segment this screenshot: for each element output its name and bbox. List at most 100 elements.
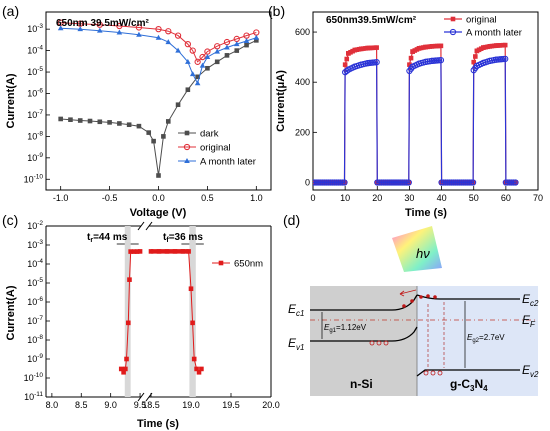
x-tick-label: 0 — [310, 193, 315, 203]
axis-break-mark — [137, 221, 145, 231]
data-point — [194, 58, 201, 65]
y-tick-label: 10-10 — [24, 372, 44, 383]
hv-label: hν — [416, 246, 430, 261]
x-tick-label: 30 — [404, 193, 414, 203]
panel-label-b: (b) — [268, 3, 285, 19]
data-point — [214, 48, 220, 54]
data-point — [391, 179, 399, 186]
y-tick-label: 10-3 — [27, 239, 43, 250]
chart-a-ylabel: Current(A) — [5, 73, 17, 128]
x-tick-label: 19.0 — [182, 400, 200, 410]
x-tick-label: 19.5 — [222, 400, 240, 410]
y-tick-label: 10-2 — [27, 220, 43, 231]
data-point — [131, 249, 137, 254]
data-point — [189, 47, 196, 54]
hole — [423, 370, 429, 376]
chart-b-xlabel: Time (s) — [405, 207, 447, 219]
x-tick-label: 18.5 — [142, 400, 160, 410]
data-point — [136, 123, 142, 129]
data-point — [191, 356, 197, 362]
x-tick-label: 1.0 — [250, 193, 263, 203]
data-point — [374, 179, 381, 186]
x-tick-label: 10 — [340, 193, 350, 203]
data-point — [454, 179, 461, 186]
chart-c-legend: 650nm — [212, 259, 263, 270]
gcn-region — [417, 286, 538, 396]
y-tick-label: 10-9 — [27, 353, 43, 364]
data-point — [151, 138, 156, 144]
ev2-band — [416, 369, 520, 377]
data-point — [121, 369, 126, 375]
electron — [402, 304, 406, 308]
data-point — [146, 130, 152, 135]
data-point — [380, 179, 387, 186]
chart-a-legend: dark original A month later — [178, 129, 256, 168]
chart-b: 0 10 20 30 40 50 60 70 0 200 400 600 650nm39.5mW/cm… — [275, 11, 543, 219]
data-point — [244, 42, 249, 48]
series-line-a-month-later — [313, 58, 516, 184]
data-point — [126, 320, 131, 326]
x-tick-label: 9.5 — [134, 400, 147, 410]
data-point — [378, 179, 385, 186]
x-tick-label: -0.5 — [102, 193, 118, 203]
data-point — [408, 55, 414, 61]
chart-b-ylabel: Current(μA) — [275, 70, 287, 132]
data-point — [456, 179, 463, 186]
electron — [410, 299, 414, 303]
data-point — [333, 179, 340, 186]
data-point — [385, 179, 393, 186]
chart-a-ticks: -1.0 -0.5 0.0 0.5 1.0 10-10 10-9 10-8 10-7 10-6 10… — [24, 23, 263, 203]
x-tick-label: 0.0 — [152, 193, 165, 203]
data-point — [342, 62, 348, 67]
data-point — [407, 62, 412, 67]
y-tick-label: 10-6 — [27, 296, 43, 307]
data-point — [405, 179, 412, 186]
data-point — [155, 26, 162, 33]
data-point — [224, 53, 230, 58]
data-point — [126, 122, 132, 128]
hole — [376, 340, 382, 346]
data-point — [502, 55, 509, 63]
data-point — [117, 121, 122, 126]
data-point — [68, 117, 73, 122]
data-point — [127, 277, 132, 282]
electron — [426, 294, 430, 298]
y-tick-label: 10-5 — [27, 277, 43, 288]
y-tick-label: 10-11 — [24, 391, 43, 402]
data-point — [174, 32, 182, 39]
data-point — [446, 179, 453, 186]
gcn-label: g-C3N4 — [450, 377, 488, 393]
data-point — [508, 179, 515, 186]
x-tick-label: 20 — [372, 193, 382, 203]
y-tick-label: 600 — [295, 27, 310, 37]
data-point — [450, 179, 457, 186]
data-point — [319, 179, 326, 186]
data-point — [437, 56, 445, 64]
legend-marker — [449, 28, 457, 36]
data-point — [134, 249, 140, 254]
data-point — [199, 53, 206, 61]
light-prism — [392, 226, 442, 272]
y-tick-label: 10-3 — [27, 23, 43, 34]
data-point — [323, 179, 330, 186]
legend-marker — [218, 260, 224, 266]
data-point — [243, 38, 250, 44]
electron-transfer-arrowhead — [399, 290, 405, 297]
nsi-label: n-Si — [350, 377, 373, 391]
chart-c-annot-tr: tr=44 ms — [87, 232, 128, 244]
data-point — [87, 118, 93, 124]
data-point — [214, 59, 220, 65]
electron — [419, 295, 423, 299]
chart-a-title: 650nm 39.5mW/cm² — [56, 18, 149, 29]
x-tick-label: 40 — [437, 193, 447, 203]
ec2-label: Ec2 — [522, 292, 539, 308]
data-point — [335, 179, 342, 186]
data-point — [315, 179, 323, 186]
data-point — [502, 42, 508, 48]
data-point — [395, 179, 403, 186]
chart-c-ticks: 8.0 8.5 9.0 9.518.5 19.0 19.5 20.0 10-11 10-10 10… — [24, 220, 280, 410]
y-tick-label: 10-7 — [27, 109, 43, 120]
electron-transfer-arrow — [399, 289, 417, 295]
